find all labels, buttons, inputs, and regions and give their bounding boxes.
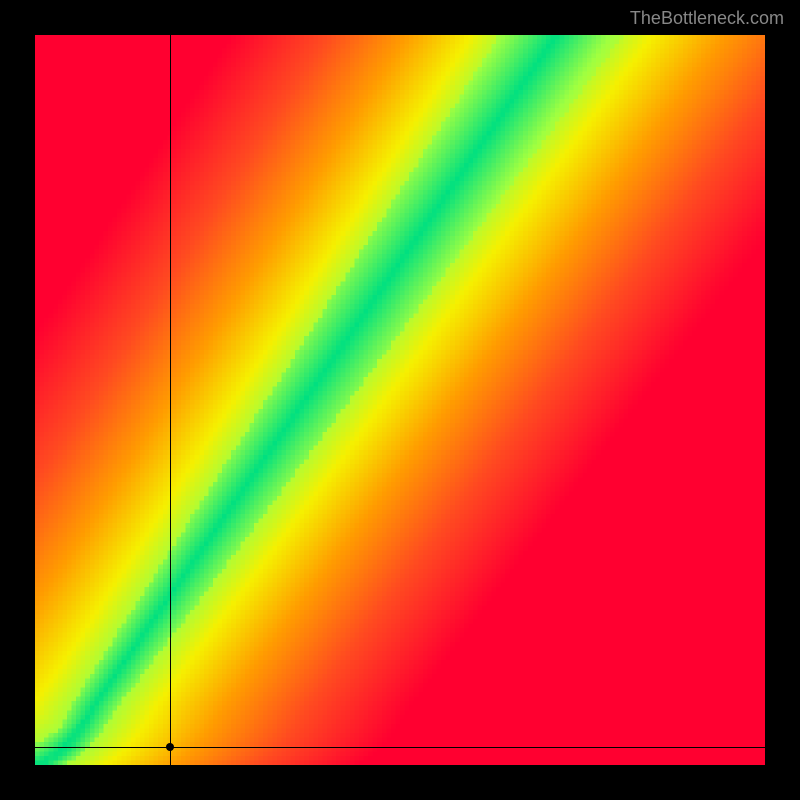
- watermark-text: TheBottleneck.com: [630, 8, 784, 29]
- crosshair-dot: [166, 743, 174, 751]
- crosshair-horizontal: [35, 747, 765, 748]
- crosshair-vertical: [170, 35, 171, 765]
- heatmap-plot: [35, 35, 765, 765]
- heatmap-canvas: [35, 35, 765, 765]
